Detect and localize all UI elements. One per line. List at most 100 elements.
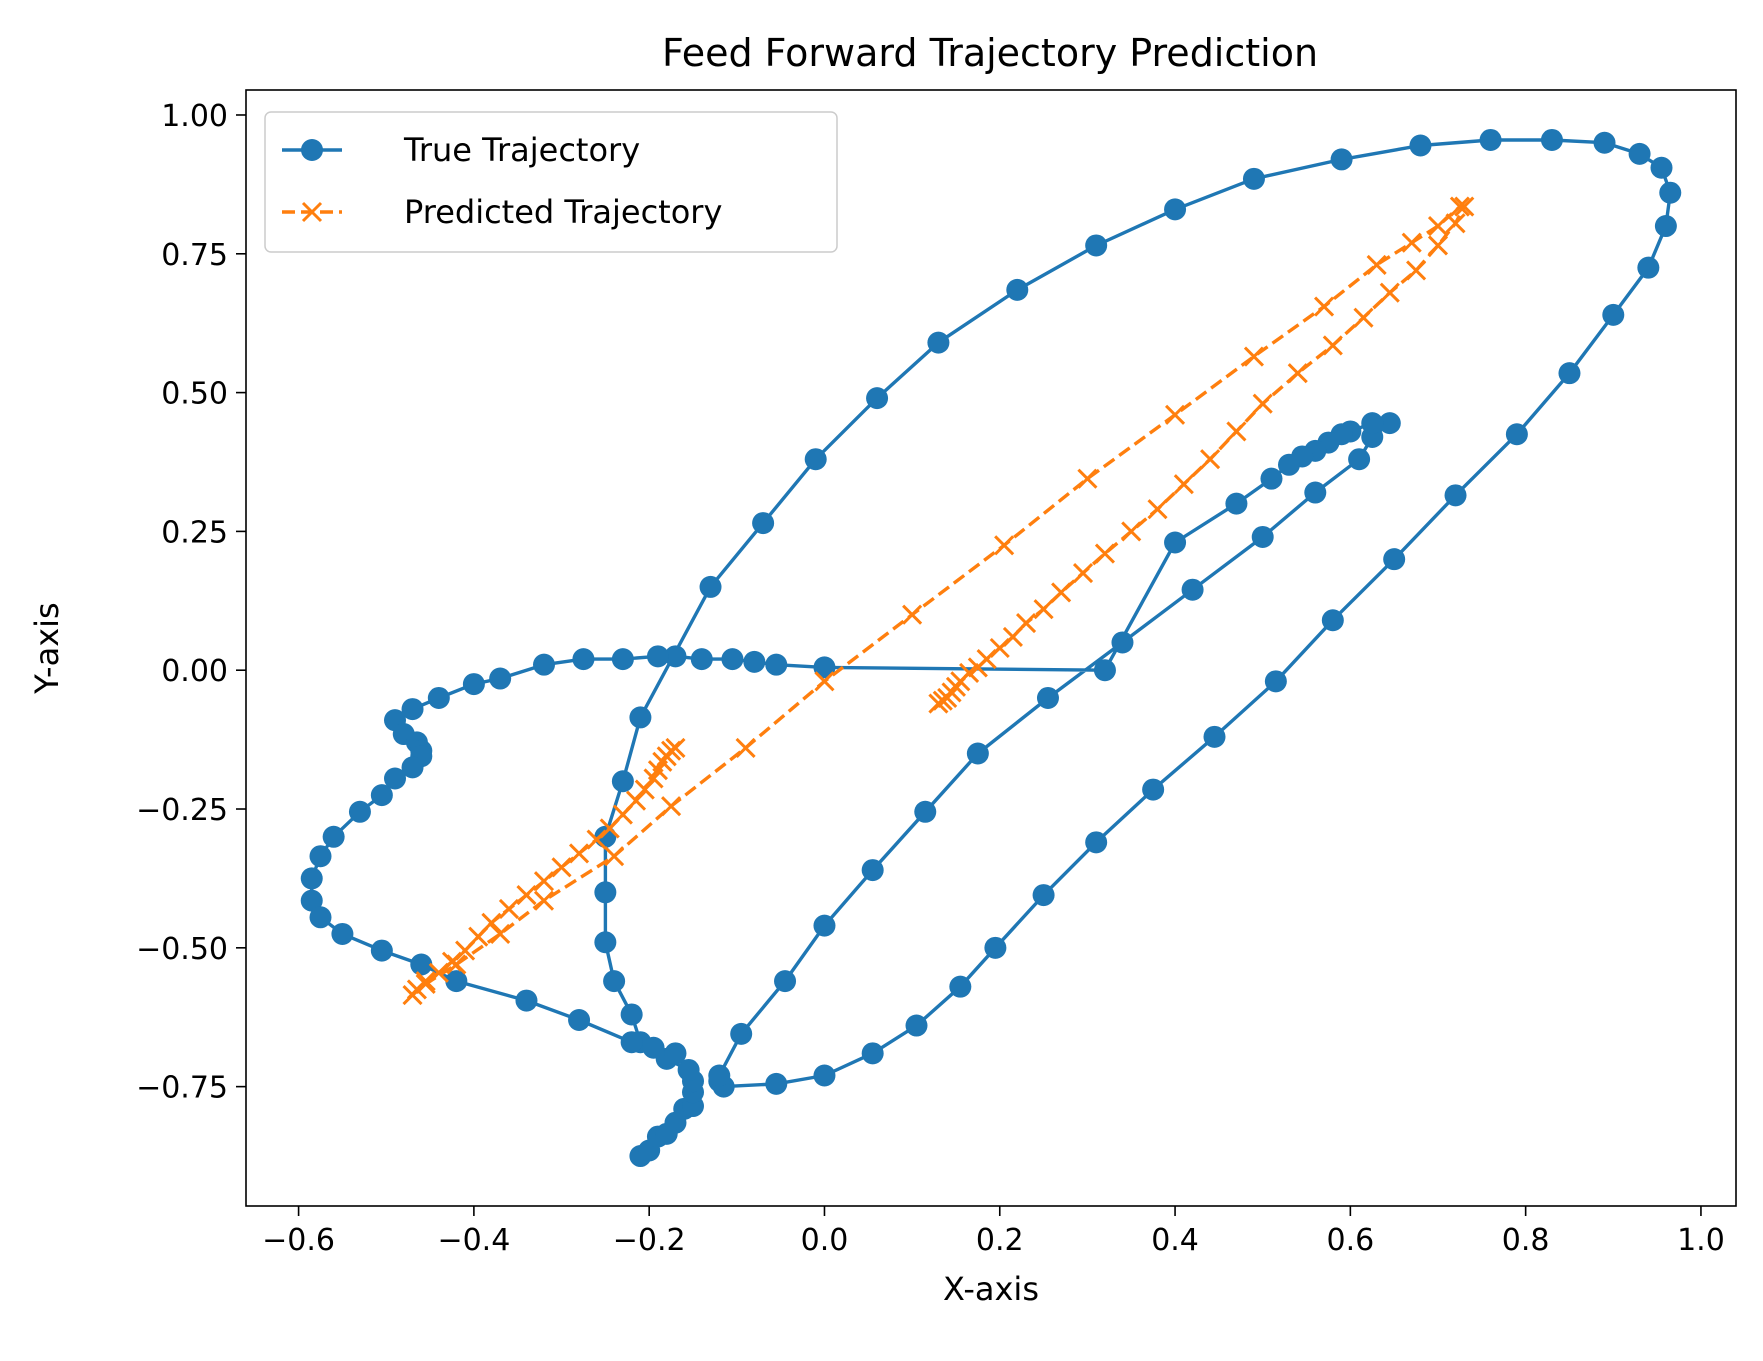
predicted-trajectory-point <box>735 737 756 759</box>
predicted-trajectory-point <box>1015 612 1037 634</box>
true-trajectory-point <box>774 970 797 993</box>
true-trajectory-point <box>1032 884 1055 907</box>
true-trajectory-series <box>300 128 1682 1168</box>
true-trajectory-point <box>629 706 652 729</box>
predicted-trajectory-point <box>1147 499 1168 520</box>
predicted-trajectory-point <box>1077 468 1098 489</box>
true-trajectory-point <box>1637 256 1660 279</box>
true-trajectory-point <box>1602 303 1625 326</box>
legend-marker-predicted-trajectory <box>301 201 323 223</box>
x-tick-label: 0.0 <box>801 1223 849 1258</box>
true-trajectory-point <box>1321 609 1344 632</box>
predicted-trajectory-point <box>1200 449 1221 470</box>
series-layer <box>300 128 1682 1168</box>
true-trajectory-point <box>1036 686 1059 709</box>
true-trajectory-point <box>1378 412 1401 435</box>
true-trajectory-point <box>1164 198 1187 221</box>
predicted-trajectory-point <box>1401 232 1422 253</box>
predicted-trajectory-point <box>568 843 590 864</box>
true-trajectory-point <box>1540 128 1563 151</box>
predicted-trajectory-point <box>1252 393 1273 414</box>
true-trajectory-point <box>927 331 950 354</box>
x-tick-label: 0.2 <box>976 1223 1024 1258</box>
predicted-trajectory-point <box>551 857 572 878</box>
predicted-trajectory-point <box>1121 521 1142 542</box>
legend-label-predicted-trajectory: Predicted Trajectory <box>404 193 722 231</box>
predicted-trajectory-point <box>1173 474 1194 495</box>
true-trajectory-point <box>1348 448 1371 471</box>
y-tick-label: −0.50 <box>136 932 228 967</box>
true-trajectory-point <box>348 800 371 823</box>
predicted-trajectory-point <box>604 846 625 867</box>
true-trajectory-point <box>309 845 332 868</box>
predicted-trajectory-point <box>1427 235 1449 256</box>
true-trajectory-point <box>664 1042 687 1065</box>
predicted-trajectory-point <box>625 790 647 811</box>
predicted-trajectory-point <box>490 923 511 945</box>
predicted-trajectory-point <box>1366 254 1387 275</box>
predicted-trajectory-point <box>1379 282 1400 303</box>
true-trajectory-point <box>966 742 989 765</box>
true-trajectory-point <box>1361 412 1384 435</box>
true-trajectory-point <box>384 767 406 790</box>
true-trajectory-point <box>1479 128 1502 151</box>
true-trajectory-point <box>743 650 766 673</box>
true-trajectory-point <box>730 1022 753 1045</box>
true-trajectory-point <box>1409 134 1432 157</box>
true-trajectory-point <box>462 673 485 696</box>
true-trajectory-point <box>1330 148 1353 171</box>
predicted-trajectory-point <box>1072 562 1094 584</box>
predicted-trajectory-point <box>498 898 520 920</box>
true-trajectory-point <box>1006 278 1029 301</box>
predicted-trajectory-point <box>516 885 537 906</box>
true-trajectory-point <box>905 1014 928 1037</box>
true-trajectory-point <box>949 975 972 998</box>
true-trajectory-point <box>804 448 827 471</box>
true-trajectory-point <box>620 1003 643 1026</box>
predicted-trajectory-point <box>533 890 555 911</box>
predicted-trajectory-point <box>634 779 655 800</box>
y-tick-label: 0.50 <box>161 377 228 412</box>
predicted-trajectory-point <box>1094 543 1116 564</box>
x-tick-label: 0.6 <box>1326 1223 1374 1258</box>
true-trajectory-point <box>1242 167 1265 190</box>
predicted-trajectory-point <box>661 796 682 817</box>
predicted-trajectory-point <box>415 971 436 992</box>
true-trajectory-point <box>752 512 775 535</box>
predicted-trajectory-point <box>1226 421 1247 442</box>
true-trajectory-point <box>370 784 393 807</box>
true-trajectory-point <box>861 859 884 882</box>
x-axis-ticks: −0.6 −0.4 −0.2 0.0 0.2 0.4 0.6 0.8 1.0 <box>262 1206 1725 1258</box>
true-trajectory-point <box>699 575 722 598</box>
chart-title: Feed Forward Trajectory Prediction <box>662 31 1318 75</box>
true-trajectory-point <box>410 953 433 976</box>
x-tick-label: −0.2 <box>613 1223 686 1258</box>
true-trajectory-point <box>677 1058 700 1081</box>
true-trajectory-point <box>1164 531 1187 554</box>
true-trajectory-point <box>721 648 744 671</box>
true-trajectory-point <box>515 989 538 1012</box>
true-trajectory-point <box>1558 362 1581 385</box>
true-trajectory-point <box>1225 492 1248 515</box>
predicted-trajectory-point <box>902 604 923 625</box>
true-trajectory-point <box>370 939 393 962</box>
x-axis-label: X-axis <box>943 1270 1039 1308</box>
x-tick-label: −0.4 <box>437 1223 510 1258</box>
true-trajectory-point <box>1654 215 1677 238</box>
legend-entry-true-trajectory: True Trajectory <box>282 131 640 169</box>
predicted-trajectory-point <box>1164 404 1186 425</box>
true-trajectory-point <box>1111 631 1134 654</box>
true-trajectory-point <box>1278 453 1300 476</box>
predicted-trajectory-point <box>994 535 1015 556</box>
true-trajectory-point <box>708 1064 731 1087</box>
predicted-trajectory-series <box>402 196 1475 1006</box>
true-trajectory-point <box>594 881 617 904</box>
x-tick-label: 1.0 <box>1677 1223 1725 1258</box>
legend-label-true-trajectory: True Trajectory <box>403 131 640 169</box>
predicted-trajectory-point <box>665 737 686 759</box>
y-tick-label: 0.25 <box>161 515 228 550</box>
true-trajectory-point <box>1650 156 1673 179</box>
predicted-trajectory-point <box>1406 260 1427 281</box>
legend: True Trajectory Predicted Trajectory <box>264 111 838 253</box>
y-tick-label: −0.25 <box>136 793 228 828</box>
